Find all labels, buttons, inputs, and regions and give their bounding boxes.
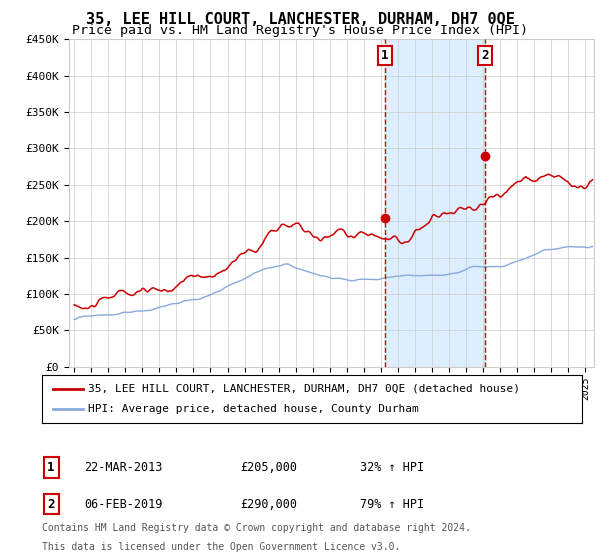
Text: 35, LEE HILL COURT, LANCHESTER, DURHAM, DH7 0QE (detached house): 35, LEE HILL COURT, LANCHESTER, DURHAM, … bbox=[88, 384, 520, 394]
Text: 2: 2 bbox=[47, 497, 55, 511]
Text: Contains HM Land Registry data © Crown copyright and database right 2024.: Contains HM Land Registry data © Crown c… bbox=[42, 523, 471, 533]
Text: 1: 1 bbox=[381, 49, 388, 62]
Text: Price paid vs. HM Land Registry's House Price Index (HPI): Price paid vs. HM Land Registry's House … bbox=[72, 24, 528, 36]
Text: HPI: Average price, detached house, County Durham: HPI: Average price, detached house, Coun… bbox=[88, 404, 419, 414]
Text: This data is licensed under the Open Government Licence v3.0.: This data is licensed under the Open Gov… bbox=[42, 542, 400, 552]
Text: 22-MAR-2013: 22-MAR-2013 bbox=[84, 461, 163, 474]
Text: 35, LEE HILL COURT, LANCHESTER, DURHAM, DH7 0QE: 35, LEE HILL COURT, LANCHESTER, DURHAM, … bbox=[86, 12, 514, 27]
Text: 1: 1 bbox=[47, 461, 55, 474]
Text: 32% ↑ HPI: 32% ↑ HPI bbox=[360, 461, 424, 474]
Text: £290,000: £290,000 bbox=[240, 497, 297, 511]
Text: £205,000: £205,000 bbox=[240, 461, 297, 474]
Text: 79% ↑ HPI: 79% ↑ HPI bbox=[360, 497, 424, 511]
Text: 2: 2 bbox=[481, 49, 488, 62]
Bar bbox=[385, 39, 485, 367]
Text: 06-FEB-2019: 06-FEB-2019 bbox=[84, 497, 163, 511]
